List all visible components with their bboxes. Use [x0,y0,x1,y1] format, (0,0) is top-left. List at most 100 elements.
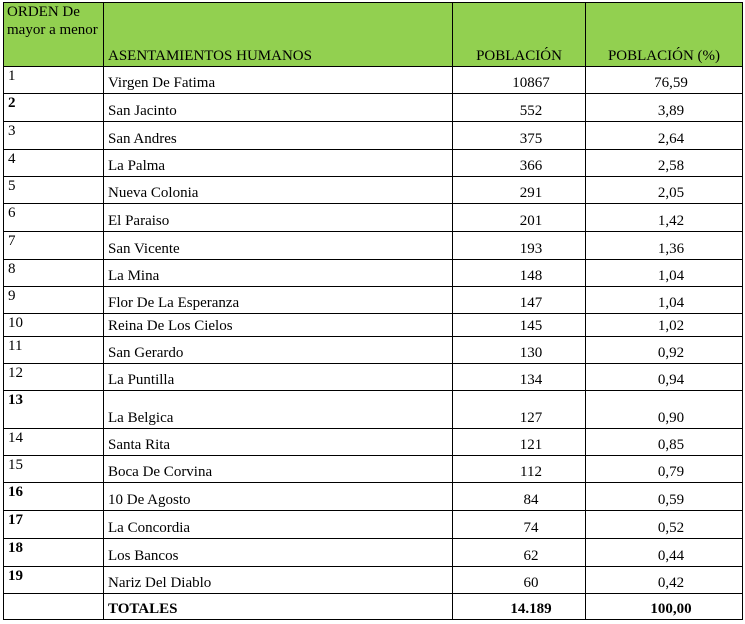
data-cell: 2,58 [585,149,743,177]
table-row: 13 La Belgica 127 0,90 [3,390,743,429]
header-cell: ORDEN De mayor a menor [3,2,104,67]
order-cell: 14 [3,428,104,456]
data-cell: 375 [452,121,586,150]
table-body: 1 Virgen De Fatima 10867 76,59 2 San Jacinto 5… [3,66,743,620]
data-cell: Flor De La Esperanza [103,286,453,314]
order-cell: 2 [3,93,104,122]
data-cell: 0,85 [585,428,743,456]
order-cell: 8 [3,259,104,287]
data-cell: Los Bancos [103,538,453,567]
table-row: 5 Nueva Colonia 291 2,05 [3,176,743,204]
order-cell: 17 [3,510,104,539]
table-row: 1 Virgen De Fatima 10867 76,59 [3,66,743,94]
order-cell: 16 [3,482,104,511]
order-cell: 4 [3,149,104,177]
data-cell: 0,90 [585,390,743,429]
empty-cell [3,593,104,620]
data-cell: 552 [452,93,586,122]
table-row: 9 Flor De La Esperanza 147 1,04 [3,286,743,314]
data-cell: 0,42 [585,566,743,594]
data-cell: La Belgica [103,390,453,429]
data-cell: Virgen De Fatima [103,66,453,94]
totals-row: TOTALES 14.189 100,00 [3,593,743,620]
order-cell: 13 [3,390,104,429]
order-cell: 7 [3,231,104,260]
table-row: 18 Los Bancos 62 0,44 [3,538,743,567]
table-row: 3 San Andres 375 2,64 [3,121,743,150]
order-cell: 11 [3,336,104,364]
table-row: 2 San Jacinto 552 3,89 [3,93,743,122]
data-cell: 0,92 [585,336,743,364]
table-row: 12 La Puntilla 134 0,94 [3,363,743,391]
data-cell: 127 [452,390,586,429]
table-row: 11 San Gerardo 130 0,92 [3,336,743,364]
data-cell: San Andres [103,121,453,150]
table-row: 16 10 De Agosto 84 0,59 [3,482,743,511]
table-row: 8 La Mina 148 1,04 [3,259,743,287]
data-cell: 62 [452,538,586,567]
data-cell: 366 [452,149,586,177]
data-cell: Nueva Colonia [103,176,453,204]
data-cell: La Mina [103,259,453,287]
data-cell: Boca De Corvina [103,455,453,483]
data-cell: 60 [452,566,586,594]
data-cell: 121 [452,428,586,456]
data-cell: 1,04 [585,259,743,287]
data-cell: 201 [452,203,586,232]
totals-cell: 100,00 [585,593,743,620]
data-cell: 74 [452,510,586,539]
data-cell: 76,59 [585,66,743,94]
header-row: ORDEN De mayor a menor ASENTAMIENTOS HUM… [3,2,743,67]
order-cell: 9 [3,286,104,314]
data-cell: 0,44 [585,538,743,567]
order-cell: 1 [3,66,104,94]
data-cell: 130 [452,336,586,364]
data-cell: 1,42 [585,203,743,232]
table-row: 6 El Paraiso 201 1,42 [3,203,743,232]
order-cell: 18 [3,538,104,567]
table-row: 15 Boca De Corvina 112 0,79 [3,455,743,483]
data-cell: San Gerardo [103,336,453,364]
order-cell: 19 [3,566,104,594]
table-row: 4 La Palma 366 2,58 [3,149,743,177]
header-cell: POBLACIÓN [452,2,586,67]
data-cell: 1,04 [585,286,743,314]
table-row: 19 Nariz Del Diablo 60 0,42 [3,566,743,594]
table-row: 7 San Vicente 193 1,36 [3,231,743,260]
data-cell: 1,02 [585,313,743,337]
data-cell: 0,52 [585,510,743,539]
data-cell: 2,64 [585,121,743,150]
totals-cell: TOTALES [103,593,453,620]
order-cell: 12 [3,363,104,391]
header-cell: ASENTAMIENTOS HUMANOS [103,2,453,67]
data-cell: 0,59 [585,482,743,511]
data-cell: La Concordia [103,510,453,539]
data-cell: 193 [452,231,586,260]
population-table: ORDEN De mayor a menor ASENTAMIENTOS HUM… [3,2,743,620]
data-cell: 134 [452,363,586,391]
data-cell: San Vicente [103,231,453,260]
data-cell: Santa Rita [103,428,453,456]
data-cell: 10 De Agosto [103,482,453,511]
table-row: 14 Santa Rita 121 0,85 [3,428,743,456]
data-cell: Reina De Los Cielos [103,313,453,337]
data-cell: 3,89 [585,93,743,122]
data-cell: 1,36 [585,231,743,260]
order-cell: 6 [3,203,104,232]
data-cell: Nariz Del Diablo [103,566,453,594]
data-cell: 147 [452,286,586,314]
order-cell: 3 [3,121,104,150]
data-cell: La Palma [103,149,453,177]
order-cell: 5 [3,176,104,204]
table-row: 10 Reina De Los Cielos 145 1,02 [3,313,743,337]
data-cell: San Jacinto [103,93,453,122]
table-row: 17 La Concordia 74 0,52 [3,510,743,539]
data-cell: 0,79 [585,455,743,483]
data-cell: 2,05 [585,176,743,204]
table-header: ORDEN De mayor a menor ASENTAMIENTOS HUM… [3,2,743,67]
data-cell: 10867 [452,66,586,94]
data-cell: 0,94 [585,363,743,391]
data-cell: 145 [452,313,586,337]
data-cell: 112 [452,455,586,483]
